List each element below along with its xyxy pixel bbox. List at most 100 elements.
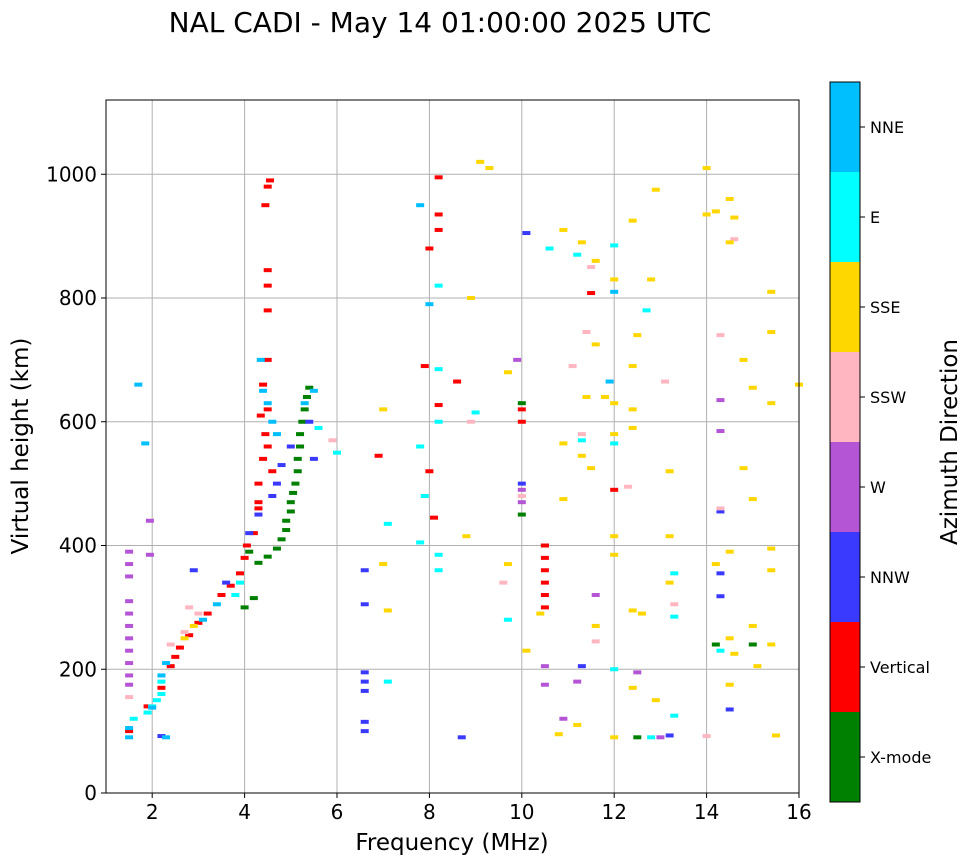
data-point-sse <box>610 432 619 437</box>
data-point-x-mode <box>711 642 720 647</box>
data-point-ssw <box>125 695 134 700</box>
data-point-x-mode <box>300 407 309 412</box>
data-point-vertical <box>517 419 526 424</box>
colorbar-segment <box>830 172 860 262</box>
data-point-ssw <box>670 602 679 607</box>
data-point-vertical <box>235 571 244 576</box>
data-point-nnw <box>577 664 586 669</box>
data-point-nnw <box>360 602 369 607</box>
data-point-sse <box>767 546 776 551</box>
data-point-sse <box>651 698 660 703</box>
data-point-e <box>642 308 651 313</box>
data-point-vertical <box>259 382 268 387</box>
data-point-vertical <box>261 432 270 437</box>
data-point-sse <box>476 159 485 164</box>
data-point-sse <box>628 608 637 613</box>
data-point-sse <box>503 370 512 375</box>
data-point-nnw <box>716 509 725 514</box>
data-point-sse <box>522 648 531 653</box>
y-axis-label: Virtual height (km) <box>8 338 34 555</box>
data-point-nnw <box>222 580 231 585</box>
data-point-e <box>157 679 166 684</box>
data-point-sse <box>711 209 720 214</box>
data-point-sse <box>591 342 600 347</box>
data-point-e <box>434 568 443 573</box>
data-point-sse <box>462 534 471 539</box>
data-point-nne <box>268 419 277 424</box>
data-point-vertical <box>540 580 549 585</box>
data-point-nne <box>309 388 318 393</box>
data-point-w <box>125 549 134 554</box>
data-point-sse <box>600 395 609 399</box>
x-tick-label: 2 <box>146 800 159 824</box>
data-point-nne <box>125 726 134 731</box>
data-point-x-mode <box>517 401 526 406</box>
data-point-ssw <box>517 494 526 498</box>
data-point-vertical <box>249 531 258 536</box>
data-point-vertical <box>434 403 443 408</box>
data-point-ssw <box>194 611 203 616</box>
data-point-x-mode <box>298 419 307 424</box>
data-point-w <box>125 574 134 579</box>
data-point-sse <box>725 636 734 641</box>
data-point-e <box>420 494 429 498</box>
colorbar-segment <box>830 262 860 352</box>
data-point-x-mode <box>293 469 302 474</box>
data-point-nnw <box>665 733 674 738</box>
data-point-sse <box>610 534 619 539</box>
data-point-sse <box>748 385 757 390</box>
data-point-sse <box>559 497 568 502</box>
data-point-vertical <box>610 487 619 492</box>
data-point-sse <box>739 357 748 362</box>
data-point-sse <box>573 722 582 727</box>
data-point-sse <box>628 218 637 223</box>
data-point-w <box>540 682 549 687</box>
data-point-vertical <box>125 729 134 734</box>
data-point-w <box>573 679 582 684</box>
data-point-nnw <box>245 531 254 536</box>
data-point-x-mode <box>254 560 263 565</box>
data-point-sse <box>610 735 619 740</box>
colorbar-tick-label: X-mode <box>870 748 931 767</box>
data-point-sse <box>771 733 780 738</box>
data-point-nnw <box>517 481 526 486</box>
data-point-x-mode <box>296 432 305 437</box>
data-point-vertical <box>263 407 272 412</box>
data-point-w <box>591 593 600 597</box>
data-point-x-mode <box>296 444 305 449</box>
data-point-sse <box>559 227 568 232</box>
data-point-ssw <box>702 734 711 739</box>
data-point-e <box>333 450 341 455</box>
colorbar-segment <box>830 352 860 442</box>
data-point-e <box>383 679 392 684</box>
data-point-vertical <box>240 555 249 560</box>
data-point-vertical <box>254 481 263 486</box>
data-point-e <box>647 735 656 740</box>
data-point-vertical <box>254 500 263 505</box>
data-point-nnw <box>522 231 531 236</box>
x-tick-label: 10 <box>509 800 534 824</box>
data-point-ssw <box>591 639 600 644</box>
y-axis-ticks: 0 200 400 600 800 1000 <box>46 162 106 805</box>
chart-title: NAL CADI - May 14 01:00:00 2025 UTC <box>169 6 712 39</box>
data-point-e <box>434 367 443 372</box>
data-point-vertical <box>261 203 270 208</box>
data-point-nnw <box>360 670 369 675</box>
colorbar-tick-label: SSE <box>870 298 900 317</box>
data-point-nnw <box>286 444 295 449</box>
data-point-sse <box>725 240 734 245</box>
data-point-vertical <box>374 453 383 458</box>
data-point-nnw <box>716 594 725 599</box>
data-point-sse <box>665 580 674 585</box>
colorbar-segment <box>830 82 860 172</box>
data-point-vertical <box>434 212 443 217</box>
data-point-nne <box>605 379 614 384</box>
data-point-sse <box>485 166 494 171</box>
data-point-sse <box>725 197 734 201</box>
data-point-x-mode <box>240 605 249 610</box>
data-point-x-mode <box>291 481 300 486</box>
data-point-vertical <box>517 407 526 412</box>
data-point-sse <box>379 562 388 567</box>
data-point-vertical <box>540 543 549 548</box>
data-point-vertical <box>587 291 596 296</box>
